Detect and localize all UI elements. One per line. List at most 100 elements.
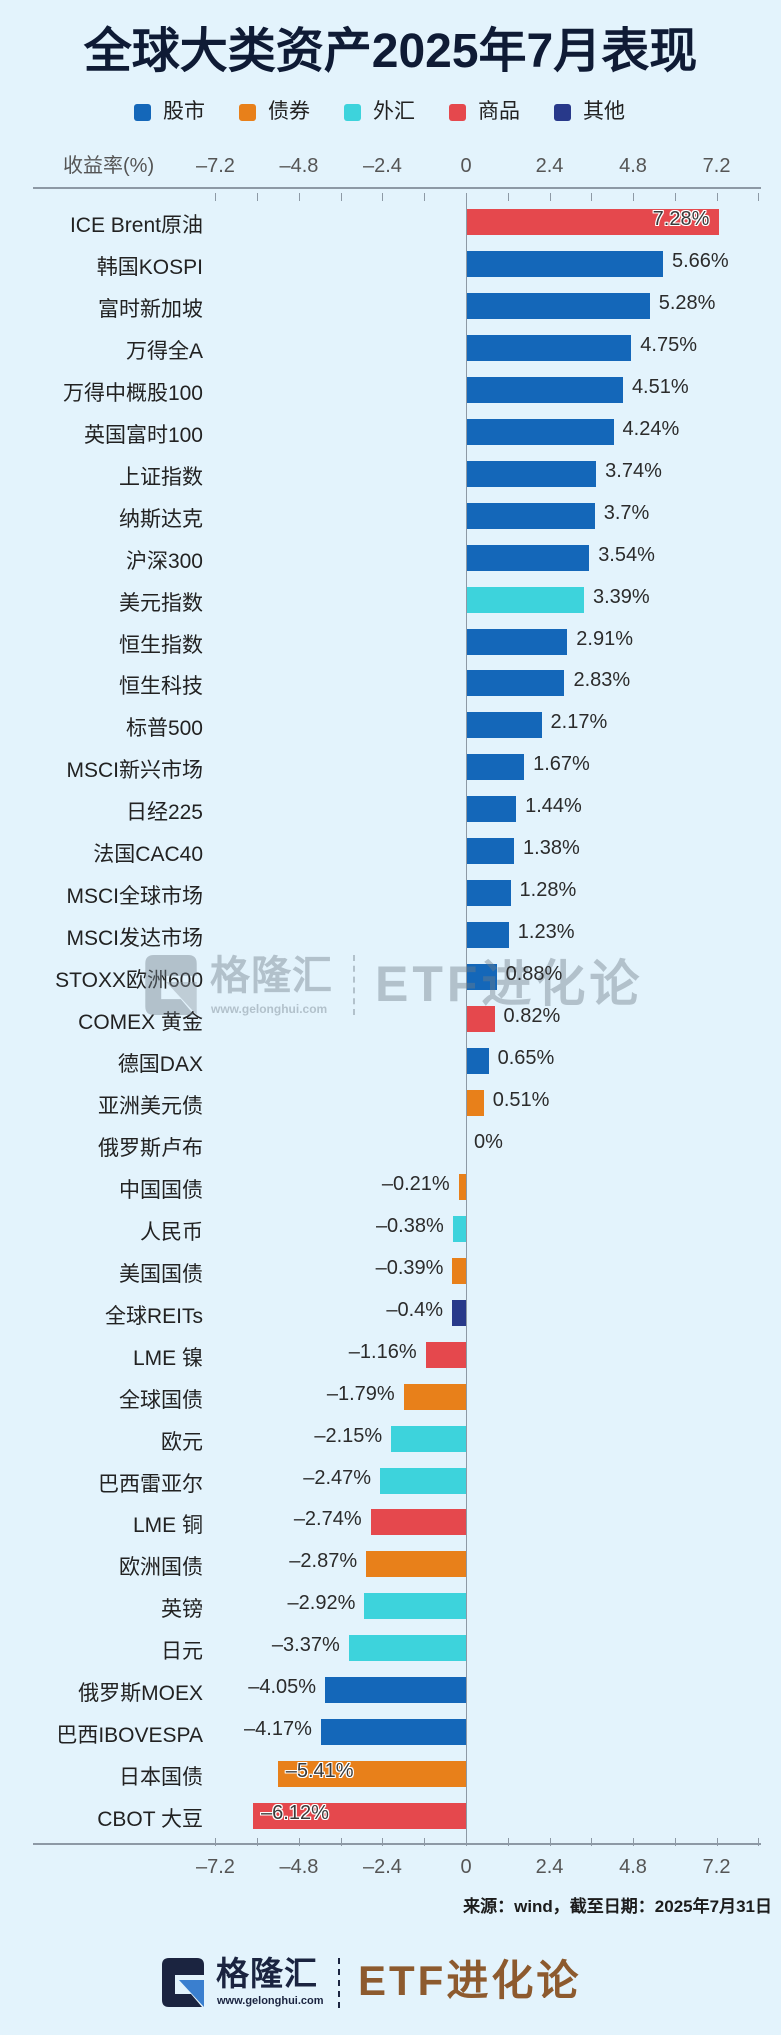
value-label: 2.83%	[573, 669, 631, 692]
x-axis-title: 收益率(%)	[63, 155, 155, 177]
value-label: 3.74%	[605, 459, 662, 482]
bar-stock	[466, 628, 568, 655]
category-label: 沪深300	[125, 549, 203, 573]
top-axis-tick	[717, 193, 718, 201]
value-label: –2.47%	[303, 1466, 372, 1489]
source-note: 来源：wind，截至日期：2025年7月31日	[463, 1897, 772, 1916]
bar-stock	[466, 1048, 489, 1074]
bar-fx	[466, 586, 584, 613]
top-tick-label: 2.4	[535, 155, 564, 177]
top-tick-label: 4.8	[619, 155, 647, 177]
legend-label: 商品	[478, 100, 520, 123]
value-label: 0.88%	[505, 963, 563, 986]
category-label: 俄罗斯MOEX	[78, 1682, 203, 1706]
legend-swatch-icon	[134, 103, 151, 121]
top-axis-tick	[382, 193, 383, 201]
bar-commodity	[466, 1006, 495, 1033]
value-label: –4.05%	[248, 1676, 317, 1699]
footer-url: www.gelonghui.com	[217, 1995, 324, 2007]
footer-divider	[338, 1958, 340, 2008]
bottom-axis-tick	[717, 1838, 718, 1846]
value-label: 0%	[474, 1130, 503, 1153]
value-label: 0.51%	[492, 1088, 550, 1111]
bar-bond	[277, 1761, 466, 1788]
bar-fx	[391, 1425, 466, 1452]
legend-label: 债券	[268, 100, 310, 123]
value-label: 1.67%	[533, 753, 590, 776]
category-label: MSCI全球市场	[66, 885, 204, 909]
bar-stock	[466, 712, 542, 739]
value-label: 4.24%	[622, 417, 680, 440]
bottom-axis-tick	[382, 1838, 383, 1846]
value-label: –2.92%	[287, 1592, 356, 1615]
category-label: 日本国债	[119, 1766, 203, 1790]
value-label: 2.91%	[576, 627, 633, 650]
bar-commodity	[425, 1341, 466, 1368]
category-label: COMEX 黄金	[78, 1011, 203, 1035]
value-label: 1.44%	[525, 795, 582, 818]
gelonghui-logo-icon	[162, 1958, 204, 2007]
bar-commodity	[253, 1803, 466, 1830]
bar-stock	[466, 460, 597, 487]
bottom-axis-tick	[675, 1838, 676, 1846]
category-label: 万得中概股100	[62, 381, 203, 405]
value-label: –2.87%	[289, 1550, 358, 1573]
category-label: LME 镍	[132, 1346, 203, 1370]
value-label: 7.28%	[652, 208, 710, 230]
value-label: 3.7%	[603, 501, 650, 524]
value-label: –0.4%	[386, 1298, 444, 1321]
value-label: –0.38%	[375, 1214, 444, 1237]
bar-stock	[466, 292, 650, 319]
legend-swatch-icon	[344, 103, 361, 121]
value-label: –6.12%	[261, 1802, 329, 1825]
legend-label: 外汇	[373, 100, 415, 123]
category-label: LME 铜	[132, 1514, 203, 1538]
bar-fx	[452, 1215, 466, 1242]
bar-stock	[466, 418, 614, 445]
bottom-axis-tick	[633, 1838, 634, 1846]
top-axis-tick	[424, 193, 425, 201]
top-axis-tick	[215, 193, 216, 201]
value-label: 0.65%	[497, 1047, 555, 1069]
bar-stock	[466, 544, 590, 571]
legend-item-other: 其他	[554, 100, 659, 124]
value-label: 0.82%	[503, 1005, 561, 1028]
category-label: 韩国KOSPI	[96, 255, 203, 279]
legend-label: 股市	[163, 100, 205, 123]
category-label: 俄罗斯卢布	[98, 1136, 203, 1160]
value-label: –2.15%	[314, 1424, 383, 1447]
bottom-tick-label: 7.2	[702, 1856, 731, 1878]
value-label: –1.16%	[348, 1340, 417, 1363]
bottom-tick-label: 0	[460, 1856, 472, 1878]
bottom-axis-tick	[257, 1838, 258, 1846]
bar-stock	[325, 1677, 466, 1704]
top-axis-tick	[675, 193, 676, 201]
bar-bond	[403, 1383, 466, 1410]
top-tick-label: 7.2	[702, 155, 731, 177]
bar-bond	[366, 1551, 466, 1578]
bar-stock	[466, 670, 565, 697]
bottom-axis-tick	[299, 1838, 300, 1846]
bar-stock	[466, 880, 511, 907]
category-label: 欧洲国债	[119, 1556, 203, 1580]
category-label: 全球国债	[119, 1388, 203, 1412]
category-label: 德国DAX	[117, 1053, 203, 1076]
category-label: 标普500	[125, 717, 203, 741]
category-label: 美元指数	[119, 591, 203, 615]
category-label: 人民币	[140, 1220, 203, 1244]
value-label: 3.54%	[598, 543, 655, 566]
value-label: –0.39%	[375, 1256, 444, 1279]
top-axis-tick	[257, 193, 258, 201]
category-label: 美国国债	[119, 1262, 203, 1286]
bar-stock	[466, 502, 595, 529]
bar-stock	[320, 1719, 466, 1746]
bottom-tick-label: 4.8	[619, 1856, 647, 1878]
value-label: 1.23%	[517, 921, 575, 944]
value-label: 3.39%	[592, 585, 650, 608]
category-label: 亚洲美元债	[98, 1094, 203, 1118]
bottom-tick-label: –4.8	[279, 1856, 319, 1878]
value-label: 5.28%	[658, 291, 716, 314]
bar-stock	[466, 250, 663, 277]
